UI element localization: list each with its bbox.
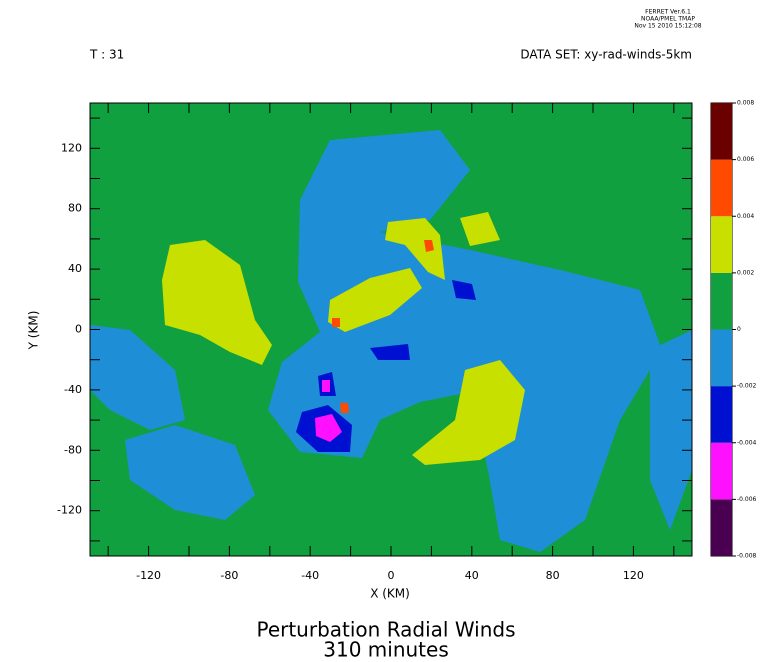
colorbar-band (711, 103, 732, 160)
colorbar-band (711, 216, 732, 273)
region (125, 425, 255, 520)
colorbar-band (711, 272, 732, 330)
region (322, 380, 330, 392)
colorbar-band (711, 159, 732, 217)
region (162, 240, 272, 365)
region (460, 212, 500, 246)
x-tick-label: -120 (136, 569, 161, 582)
region (90, 325, 185, 430)
colorbar-label: -0.006 (737, 496, 757, 503)
chart-title: Perturbation Radial Winds (256, 618, 515, 642)
timestamp: Nov 15 2010 15:12:08 (634, 23, 701, 30)
region (452, 280, 476, 300)
y-tick-label: -80 (64, 443, 82, 456)
x-axis-label: X (KM) (370, 587, 410, 601)
colorbar-label: 0.004 (737, 213, 754, 220)
program: FERRET Ver.6.1 (645, 9, 691, 16)
chart-subtitle: 310 minutes (323, 638, 449, 662)
region (340, 403, 349, 413)
colorbar-band (711, 386, 732, 443)
colorbar-band (711, 499, 732, 556)
y-tick-label: 120 (61, 141, 82, 154)
colorbar-label: -0.002 (737, 383, 757, 390)
colorbar-band (711, 442, 732, 500)
colorbar-label: -0.004 (737, 439, 757, 446)
region (328, 268, 422, 332)
region (370, 344, 410, 360)
contour-field (90, 103, 692, 556)
x-tick-label: 0 (388, 569, 395, 582)
colorbar-label: 0.002 (737, 269, 754, 276)
colorbar-band (711, 329, 732, 387)
y-tick-label: -40 (64, 383, 82, 396)
y-tick-label: 80 (68, 202, 82, 215)
x-tick-label: -40 (301, 569, 319, 582)
dataset-label: DATA SET: xy-rad-winds-5km (520, 48, 692, 62)
x-tick-label: 40 (465, 569, 479, 582)
region (332, 318, 340, 327)
region (412, 360, 525, 465)
x-tick-label: -80 (220, 569, 238, 582)
x-tick-label: 120 (623, 569, 644, 582)
colorbar-label: 0.006 (737, 156, 754, 163)
region (424, 240, 434, 252)
colorbar-label: 0.008 (737, 100, 754, 107)
time-label: T : 31 (89, 48, 124, 62)
y-tick-label: 0 (75, 323, 82, 336)
region (650, 330, 692, 530)
region (385, 218, 445, 280)
y-axis-label: Y (KM) (27, 311, 41, 351)
region (268, 130, 662, 552)
lab: NOAA/PMEL TMAP (641, 16, 695, 23)
colorbar-label: 0 (737, 326, 741, 333)
y-tick-label: 40 (68, 262, 82, 275)
region (315, 414, 342, 442)
y-tick-label: -120 (57, 504, 82, 517)
colorbar-label: -0.008 (737, 553, 757, 560)
x-tick-label: 80 (546, 569, 560, 582)
